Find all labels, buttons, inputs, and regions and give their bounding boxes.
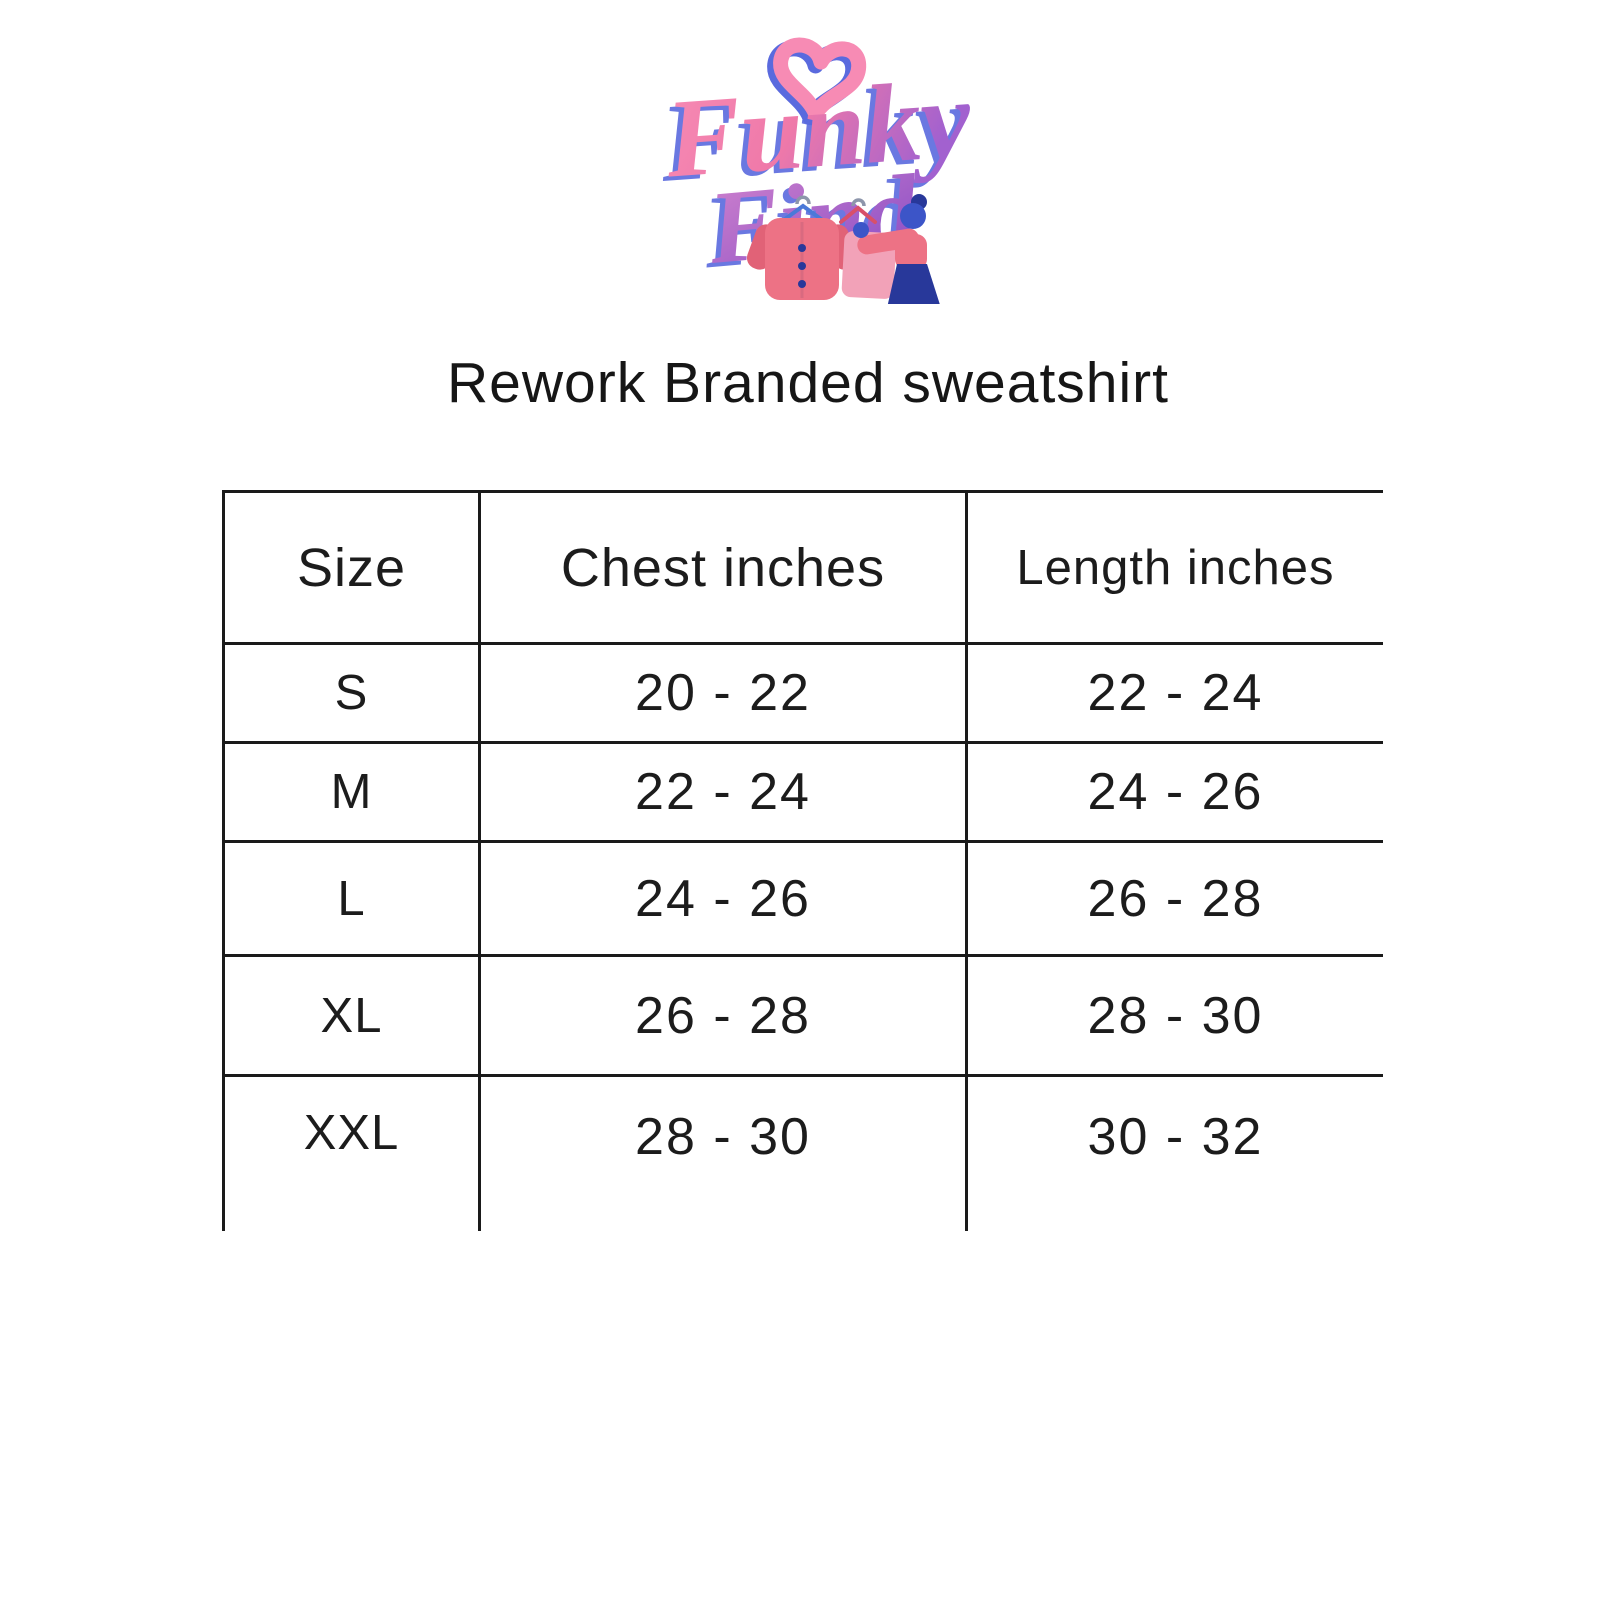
brand-word-funky-text: Funky <box>661 56 976 201</box>
table-row-l-length: 26 - 28 <box>968 843 1383 957</box>
table-row-xl-size: XL <box>225 957 481 1077</box>
table-row-m-size: M <box>225 744 481 843</box>
table-row-xxl-chest: 28 - 30 <box>481 1077 968 1231</box>
table-row-m-length: 24 - 26 <box>968 744 1383 843</box>
table-row-xl-length: 28 - 30 <box>968 957 1383 1077</box>
col-header-chest: Chest inches <box>481 493 968 645</box>
brand-logo: Funky Funky Find Find <box>615 14 1025 313</box>
page-title: Rework Branded sweatshirt <box>447 351 1169 415</box>
brand-word-funky: Funky Funky <box>655 56 976 206</box>
size-chart-table: Size Chest inches Length inches S 20 - 2… <box>222 490 1383 1231</box>
table-row-xxl-size: XXL <box>225 1077 481 1231</box>
col-header-length: Length inches <box>968 493 1383 645</box>
clothes-rack-illustration <box>746 194 941 313</box>
table-row-xl-chest: 26 - 28 <box>481 957 968 1077</box>
brand-word-funky-shadow: Funky <box>655 61 970 206</box>
table-row-s-chest: 20 - 22 <box>481 645 968 744</box>
table-row-l-size: L <box>225 843 481 957</box>
shopper-figure <box>853 194 941 313</box>
brand-logo-graphic: Funky Funky Find Find <box>655 37 976 313</box>
table-row-s-size: S <box>225 645 481 744</box>
table-row-xxl-length: 30 - 32 <box>1087 1108 1264 1166</box>
heart-icon <box>767 37 867 126</box>
table-row-l-chest: 24 - 26 <box>481 843 968 957</box>
col-header-size: Size <box>225 493 481 645</box>
table-row-s-length: 22 - 24 <box>968 645 1383 744</box>
hanger-icon <box>779 195 877 224</box>
table-row-m-chest: 22 - 24 <box>481 744 968 843</box>
